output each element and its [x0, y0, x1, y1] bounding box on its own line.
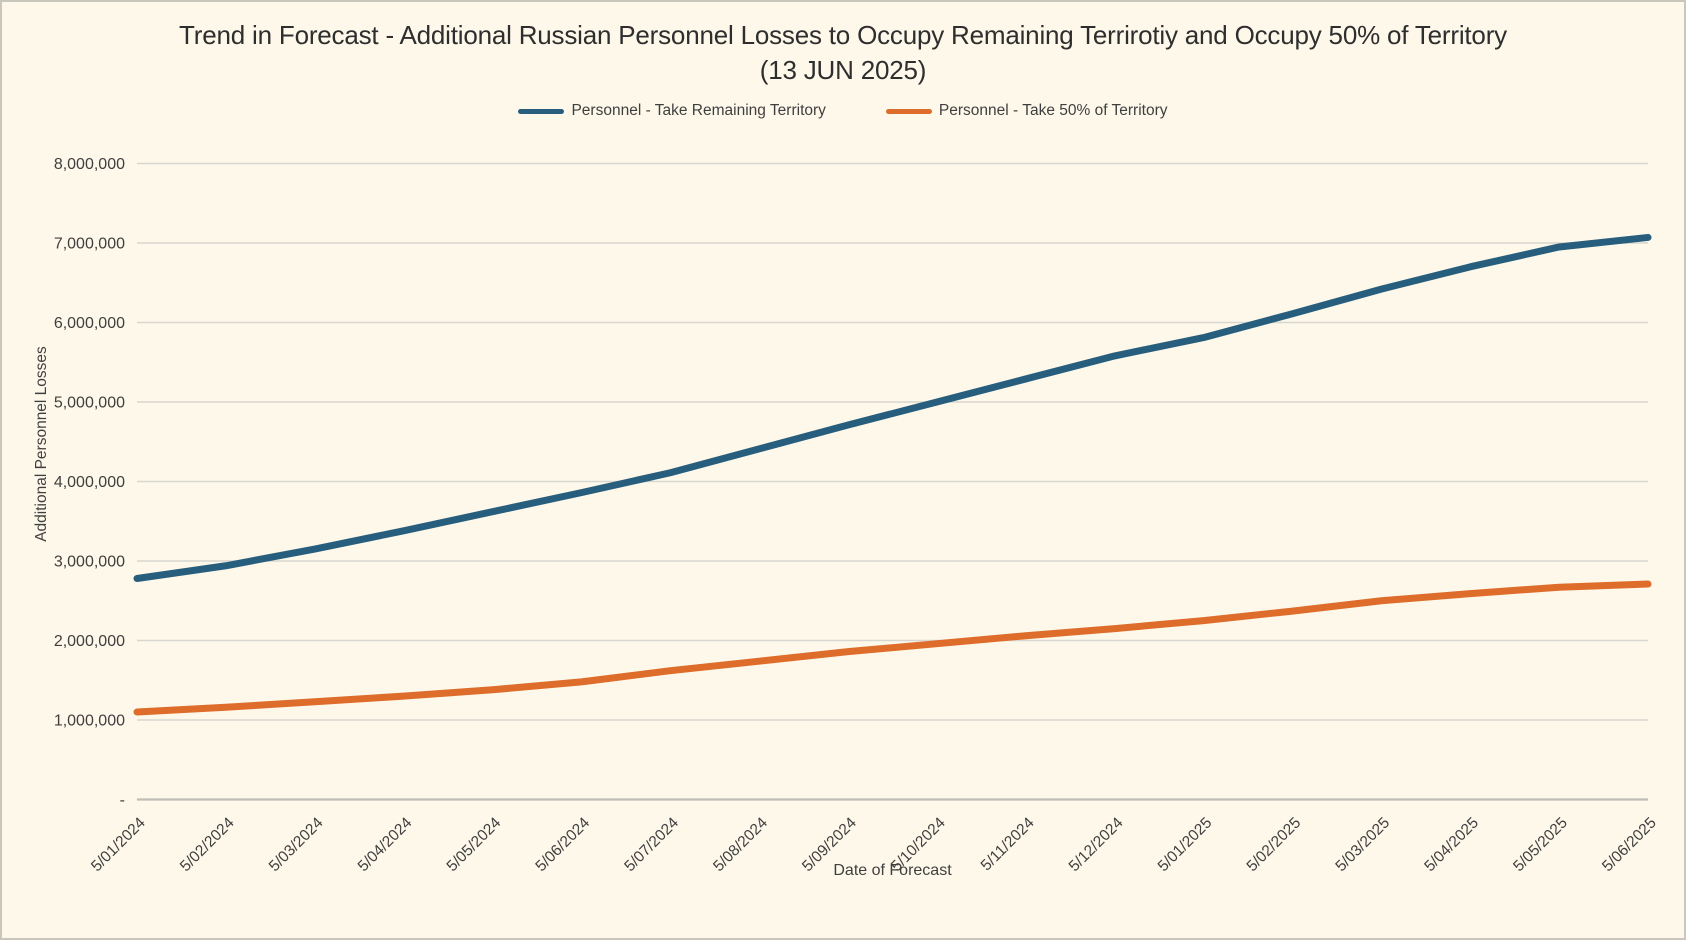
y-tick-label: 8,000,000 — [54, 156, 125, 173]
legend: Personnel - Take Remaining Territory Per… — [2, 102, 1684, 120]
legend-swatch-orange — [885, 108, 932, 114]
chart-title-line1: Trend in Forecast - Additional Russian P… — [179, 20, 1507, 50]
legend-label-take-remaining-territory: Personnel - Take Remaining Territory — [571, 102, 826, 119]
y-tick-label: 4,000,000 — [54, 474, 125, 491]
x-tick-label: 5/04/2024 — [355, 814, 416, 875]
x-tick-label: 5/05/2024 — [444, 814, 505, 875]
y-tick-label: 7,000,000 — [54, 236, 125, 253]
legend-swatch-blue — [518, 108, 565, 114]
x-tick-label: 5/04/2025 — [1421, 814, 1482, 875]
x-tick-label: 5/05/2025 — [1510, 814, 1571, 875]
x-tick-label: 5/03/2024 — [266, 814, 327, 875]
y-tick-label: 3,000,000 — [54, 554, 125, 571]
x-tick-label: 5/07/2024 — [621, 814, 682, 875]
x-tick-label: 5/03/2025 — [1332, 814, 1393, 875]
series-line-1 — [133, 580, 1652, 716]
y-tick-label: 6,000,000 — [54, 315, 125, 332]
x-tick-label: 5/10/2024 — [888, 814, 949, 875]
x-tick-label: 5/08/2024 — [710, 814, 771, 875]
x-tick-label: 5/02/2024 — [177, 814, 238, 875]
legend-item-take-remaining-territory: Personnel - Take Remaining Territory — [518, 102, 826, 120]
legend-item-take-50pct-territory: Personnel - Take 50% of Territory — [885, 102, 1168, 120]
x-tick-label: 5/01/2025 — [1155, 814, 1216, 875]
x-tick-label: 5/06/2025 — [1599, 814, 1660, 875]
chart-title: Trend in Forecast - Additional Russian P… — [2, 18, 1684, 88]
x-tick-label: 5/11/2024 — [978, 814, 1038, 874]
y-tick-label: - — [120, 792, 125, 809]
x-axis-title: Date of Forecast — [833, 862, 952, 879]
chart-title-line2: (13 JUN 2025) — [759, 55, 927, 85]
y-tick-label: 5,000,000 — [54, 395, 125, 412]
y-tick-label: 1,000,000 — [54, 713, 125, 730]
x-tick-label: 5/06/2024 — [532, 814, 593, 875]
legend-label-take-50pct-territory: Personnel - Take 50% of Territory — [938, 102, 1168, 119]
x-tick-label: 5/02/2025 — [1244, 814, 1305, 875]
x-tick-label: 5/01/2024 — [88, 814, 149, 875]
y-tick-label: 2,000,000 — [54, 633, 125, 650]
series-line-0 — [133, 233, 1652, 582]
x-tick-label: 5/09/2024 — [799, 814, 860, 875]
x-tick-label: 5/12/2024 — [1066, 814, 1127, 875]
